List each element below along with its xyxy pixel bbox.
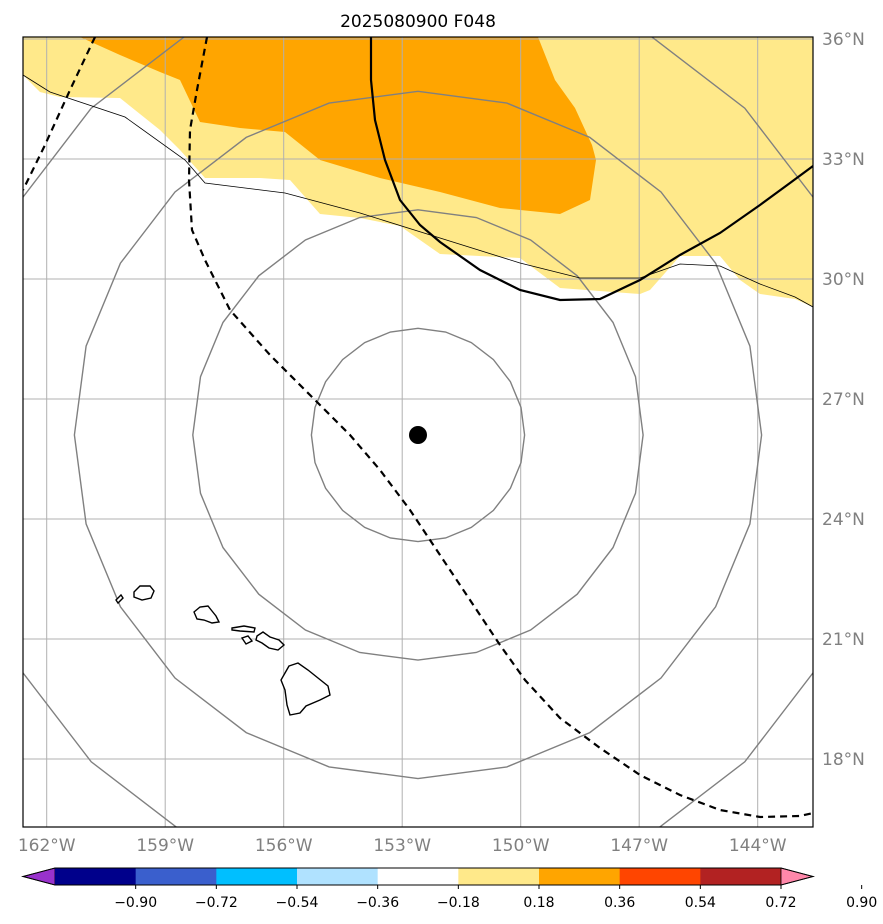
latitude-labels: 36°N 33°N 30°N 27°N 24°N 21°N 18°N [822, 30, 865, 770]
storm-center-marker [409, 426, 427, 444]
colorbar-segment [619, 868, 701, 885]
island-molokai [231, 625, 256, 633]
colorbar-segment [539, 868, 621, 885]
range-ring [310, 327, 526, 543]
island-niihau [115, 593, 124, 605]
lat-tick-label: 27°N [822, 390, 865, 410]
island-hawaii [280, 662, 331, 716]
lat-tick-label: 18°N [822, 750, 865, 770]
colorbar-extend-high [780, 867, 815, 886]
colorbar-segment [55, 868, 137, 885]
lon-tick-label: 153°W [373, 836, 431, 856]
island-maui [255, 631, 286, 651]
colorbar-tick-label: 0.54 [685, 895, 716, 911]
colorbar-segment [297, 868, 379, 885]
lon-tick-label: 162°W [18, 836, 76, 856]
solid-track-line [369, 37, 813, 302]
lon-tick-label: 159°W [136, 836, 194, 856]
colorbar-tick-label: 0.72 [765, 895, 796, 911]
range-rings [23, 37, 813, 827]
lat-tick-label: 36°N [822, 30, 865, 50]
colorbar-segment [377, 868, 459, 885]
field-contour-orange [80, 37, 596, 214]
colorbar-outline [21, 867, 815, 886]
colorbar-tick-label: 0.18 [523, 895, 554, 911]
map-frame [22, 36, 814, 828]
colorbar-tick-label: −0.36 [356, 895, 399, 911]
colorbar-tick-label: 0.90 [846, 895, 877, 911]
island-kauai [133, 585, 155, 601]
colorbar-extend-low [21, 867, 56, 886]
dashed-track-main [187, 37, 813, 819]
colorbar: −0.90 −0.72 −0.54 −0.36 −0.18 0.18 0.36 0.54 0.7… [21, 867, 877, 911]
colorbar-segment [458, 868, 540, 885]
lon-tick-label: 144°W [729, 836, 787, 856]
colorbar-tick-label: −0.90 [114, 895, 157, 911]
longitude-labels: 162°W 159°W 156°W 153°W 150°W 147°W 144°W [18, 836, 787, 856]
lon-tick-label: 156°W [255, 836, 313, 856]
colorbar-tick-label: −0.18 [437, 895, 480, 911]
lat-tick-label: 21°N [822, 630, 865, 650]
island-lanai [240, 635, 254, 645]
island-oahu [193, 605, 221, 624]
range-ring [73, 90, 763, 780]
lat-tick-label: 33°N [822, 150, 865, 170]
thin-contour-line [23, 74, 813, 308]
map-title: 2025080900 F048 [340, 12, 496, 32]
range-ring [192, 209, 644, 661]
colorbar-tick-label: 0.36 [604, 895, 635, 911]
hawaiian-islands [115, 585, 331, 716]
colorbar-segment [216, 868, 298, 885]
lon-tick-label: 150°W [492, 836, 550, 856]
lat-tick-label: 30°N [822, 270, 865, 290]
lat-tick-label: 24°N [822, 510, 865, 530]
colorbar-tick-label: −0.54 [276, 895, 319, 911]
colorbar-segment [700, 868, 782, 885]
colorbar-segment [135, 868, 217, 885]
dashed-track-west [23, 37, 96, 191]
lon-tick-label: 147°W [610, 836, 668, 856]
graticule [23, 37, 813, 827]
colorbar-tick-label: −0.72 [195, 895, 238, 911]
